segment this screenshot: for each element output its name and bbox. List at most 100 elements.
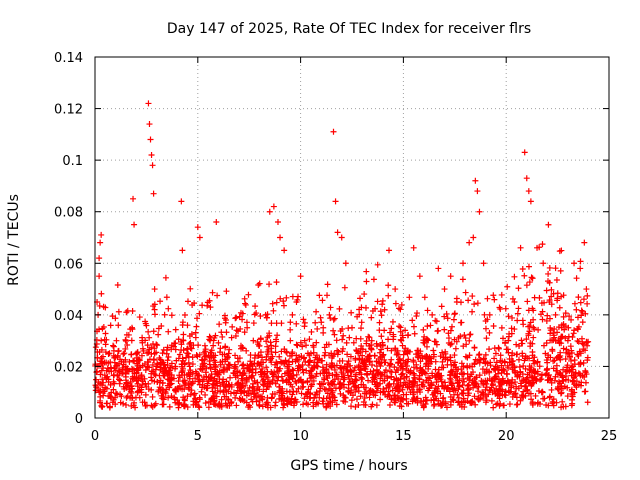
data-point <box>233 402 240 409</box>
data-point <box>480 260 487 267</box>
data-point <box>516 356 523 363</box>
data-point <box>393 366 400 373</box>
data-point <box>340 332 347 339</box>
data-point <box>284 370 291 377</box>
data-point <box>116 380 123 387</box>
data-point <box>123 309 130 316</box>
data-point <box>227 374 234 381</box>
data-point <box>295 377 302 384</box>
data-point <box>150 328 157 335</box>
data-point <box>190 392 197 399</box>
data-point <box>172 385 179 392</box>
data-point <box>513 383 520 390</box>
data-point <box>434 371 441 378</box>
data-point <box>554 329 561 336</box>
data-point <box>328 387 335 394</box>
data-point <box>159 350 166 357</box>
data-point <box>120 366 127 373</box>
data-point <box>254 379 261 386</box>
data-point <box>465 381 472 388</box>
data-point <box>554 385 561 392</box>
data-point <box>287 381 294 388</box>
data-point <box>452 345 459 352</box>
data-point <box>150 190 157 197</box>
data-point <box>171 396 178 403</box>
data-point <box>514 401 521 408</box>
data-point <box>572 370 579 377</box>
data-point <box>269 353 276 360</box>
data-point <box>402 327 409 334</box>
data-point <box>568 396 575 403</box>
data-point <box>219 358 226 365</box>
data-point <box>310 377 317 384</box>
data-point <box>175 400 182 407</box>
data-point <box>452 359 459 366</box>
data-point <box>260 382 267 389</box>
data-point <box>337 328 344 335</box>
data-point <box>267 339 274 346</box>
data-point <box>134 380 141 387</box>
data-point <box>444 315 451 322</box>
data-point <box>219 333 226 340</box>
data-point <box>256 386 263 393</box>
data-point <box>582 347 589 354</box>
data-point <box>500 335 507 342</box>
data-point <box>369 361 376 368</box>
data-point <box>534 359 541 366</box>
data-point <box>496 395 503 402</box>
data-point <box>525 330 532 337</box>
data-point <box>112 390 119 397</box>
data-point <box>145 100 152 107</box>
data-point <box>290 388 297 395</box>
data-point <box>530 334 537 341</box>
data-point <box>398 301 405 308</box>
data-point <box>273 299 280 306</box>
data-point <box>469 377 476 384</box>
data-point <box>308 373 315 380</box>
data-point <box>326 394 333 401</box>
data-point <box>270 307 277 314</box>
data-point <box>327 381 334 388</box>
data-point <box>528 382 535 389</box>
data-point <box>306 370 313 377</box>
data-point <box>472 177 479 184</box>
data-point <box>330 128 337 135</box>
data-point <box>505 379 512 386</box>
data-point <box>558 389 565 396</box>
data-point <box>313 339 320 346</box>
data-point <box>404 358 411 365</box>
data-point <box>459 382 466 389</box>
data-point <box>232 315 239 322</box>
data-point <box>181 396 188 403</box>
data-point <box>314 363 321 370</box>
data-point <box>500 366 507 373</box>
data-point <box>386 380 393 387</box>
data-point <box>352 376 359 383</box>
data-point <box>319 297 326 304</box>
data-point <box>530 307 537 314</box>
data-point <box>540 260 547 267</box>
data-point <box>211 375 218 382</box>
data-point <box>388 396 395 403</box>
data-point <box>410 358 417 365</box>
data-point <box>128 351 135 358</box>
data-point <box>350 339 357 346</box>
data-point <box>513 351 520 358</box>
data-point <box>212 352 219 359</box>
data-point <box>205 352 212 359</box>
data-point <box>413 351 420 358</box>
data-point <box>165 354 172 361</box>
data-point <box>526 363 533 370</box>
data-point <box>413 365 420 372</box>
data-point <box>400 351 407 358</box>
data-point <box>96 273 103 280</box>
data-point <box>187 285 194 292</box>
data-point <box>281 360 288 367</box>
data-point <box>356 355 363 362</box>
data-point <box>358 342 365 349</box>
data-point <box>211 357 218 364</box>
data-point <box>168 342 175 349</box>
data-point <box>148 377 155 384</box>
data-point <box>556 248 563 255</box>
data-point <box>101 336 108 343</box>
